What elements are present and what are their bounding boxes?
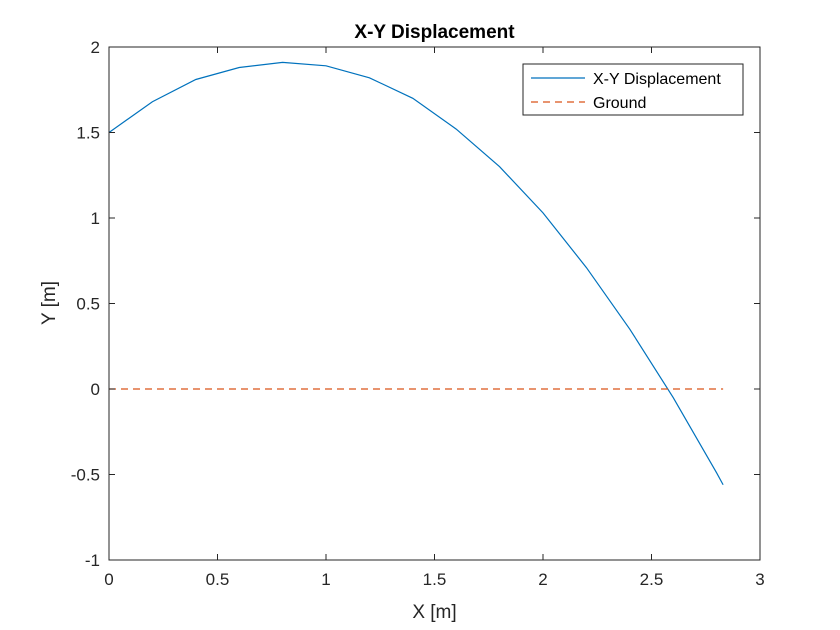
y-tick-label: 1.5	[76, 124, 100, 143]
x-tick-label: 2	[538, 570, 547, 589]
y-tick-label: 0.5	[76, 295, 100, 314]
x-tick-label: 1	[321, 570, 330, 589]
legend: X-Y Displacement Ground	[522, 63, 744, 116]
x-axis-label: X [m]	[412, 602, 456, 623]
y-tick-label: 2	[91, 38, 100, 57]
y-tick-label: -0.5	[71, 466, 100, 485]
x-tick-label: 1.5	[423, 570, 447, 589]
x-tick-label: 2.5	[640, 570, 664, 589]
legend-label-ground: Ground	[593, 95, 646, 112]
y-tick-label: 1	[91, 209, 100, 228]
x-tick-label: 0	[104, 570, 113, 589]
y-tick-label: -1	[85, 551, 100, 570]
x-tick-label: 0.5	[206, 570, 230, 589]
chart-title: X-Y Displacement	[354, 22, 515, 43]
y-tick-label: 0	[91, 380, 100, 399]
legend-box	[522, 63, 744, 116]
legend-label-xy-displacement: X-Y Displacement	[593, 71, 721, 88]
plot-area	[109, 47, 760, 560]
tick-layer: 0 0.5 1 1.5 2 2.5 3 -1 -0.5 0 0.5 1 1.5 2	[71, 38, 765, 589]
series-layer	[108, 61, 724, 486]
x-tick-label: 3	[755, 570, 764, 589]
series-line-xy-displacement	[108, 61, 724, 486]
y-axis-label: Y [m]	[39, 281, 60, 325]
